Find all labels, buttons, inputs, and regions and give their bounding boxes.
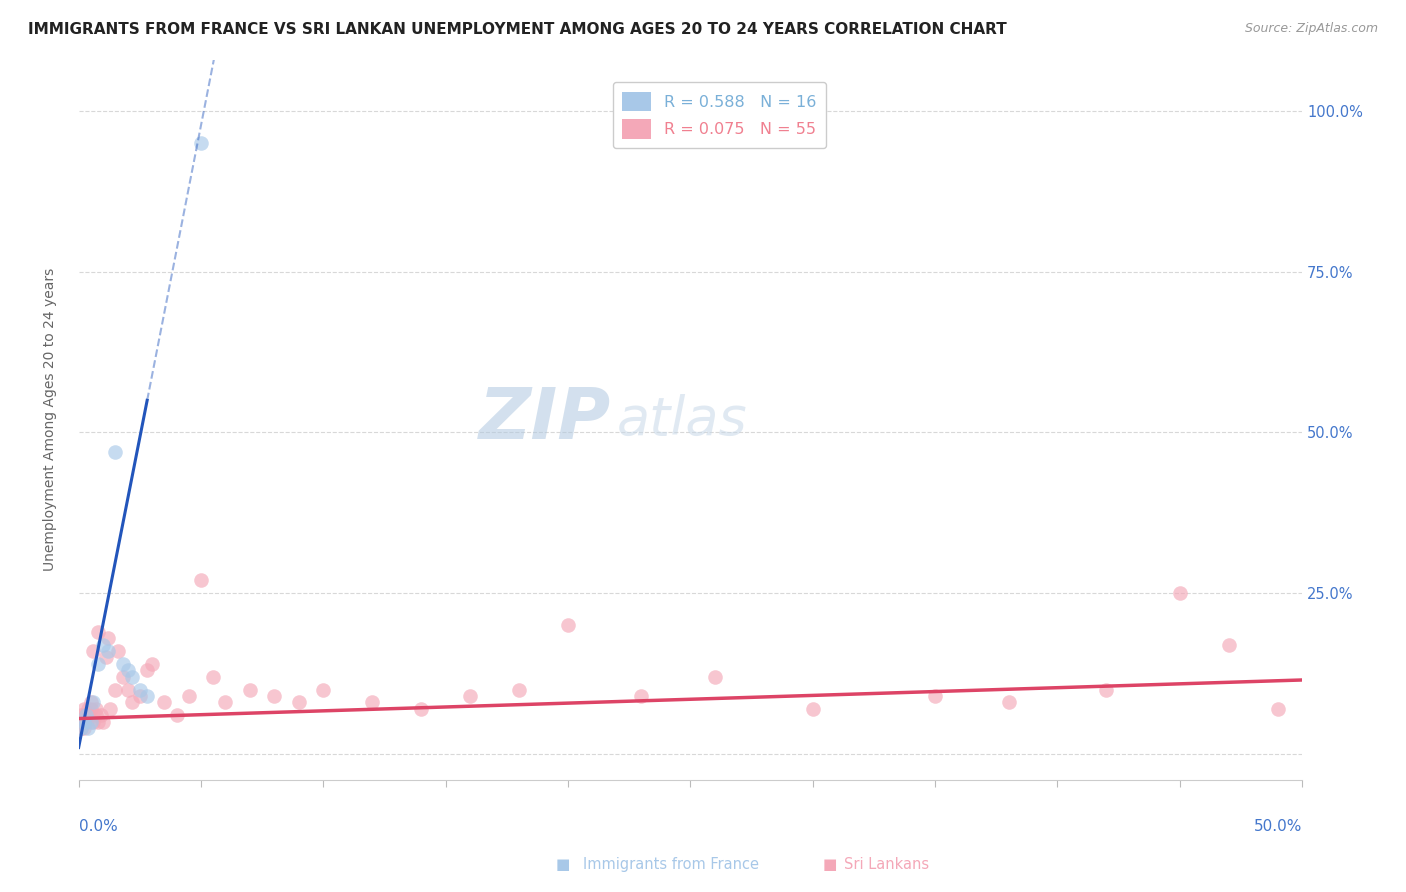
Point <box>117 682 139 697</box>
Point <box>997 696 1019 710</box>
Point <box>70 721 93 735</box>
Point <box>312 682 335 697</box>
Text: IMMIGRANTS FROM FRANCE VS SRI LANKAN UNEMPLOYMENT AMONG AGES 20 TO 24 YEARS CORR: IMMIGRANTS FROM FRANCE VS SRI LANKAN UNE… <box>28 22 1007 37</box>
Point <box>166 708 188 723</box>
Point <box>801 702 824 716</box>
Point <box>361 696 384 710</box>
Point <box>1267 702 1289 716</box>
Point <box>263 689 285 703</box>
Text: Immigrants from France: Immigrants from France <box>583 857 759 872</box>
Point <box>87 624 110 639</box>
Text: atlas: atlas <box>617 393 748 446</box>
Point <box>107 644 129 658</box>
Point <box>177 689 200 703</box>
Point <box>508 682 530 697</box>
Point <box>1168 586 1191 600</box>
Point <box>117 663 139 677</box>
Point <box>97 644 120 658</box>
Text: 50.0%: 50.0% <box>1254 819 1302 834</box>
Point <box>70 714 93 729</box>
Point <box>87 714 110 729</box>
Point <box>75 714 97 729</box>
Point <box>75 708 97 723</box>
Point <box>1218 638 1240 652</box>
Text: ■: ■ <box>555 857 569 872</box>
Point <box>84 708 107 723</box>
Point <box>136 663 159 677</box>
Point <box>104 682 127 697</box>
Point <box>94 650 117 665</box>
Point <box>70 721 93 735</box>
Point <box>80 696 103 710</box>
Point <box>111 657 134 671</box>
Point <box>557 618 579 632</box>
Y-axis label: Unemployment Among Ages 20 to 24 years: Unemployment Among Ages 20 to 24 years <box>44 268 58 571</box>
Point <box>703 670 725 684</box>
Point <box>70 708 93 723</box>
Point <box>84 702 107 716</box>
Point <box>90 708 112 723</box>
Point <box>100 702 122 716</box>
Point <box>141 657 163 671</box>
Text: 0.0%: 0.0% <box>79 819 117 834</box>
Point <box>111 670 134 684</box>
Point <box>1095 682 1118 697</box>
Point <box>288 696 311 710</box>
Text: ■: ■ <box>823 857 837 872</box>
Point <box>128 689 150 703</box>
Text: Source: ZipAtlas.com: Source: ZipAtlas.com <box>1244 22 1378 36</box>
Text: ZIP: ZIP <box>478 385 610 454</box>
Point <box>77 708 100 723</box>
Point <box>239 682 262 697</box>
Point <box>91 714 114 729</box>
Point <box>82 644 104 658</box>
Point <box>87 657 110 671</box>
Point <box>924 689 946 703</box>
Text: Sri Lankans: Sri Lankans <box>844 857 929 872</box>
Point <box>72 702 94 716</box>
Point <box>80 714 103 729</box>
Point <box>190 136 212 151</box>
Point <box>82 714 104 729</box>
Point <box>72 714 94 729</box>
Point <box>190 574 212 588</box>
Point <box>458 689 481 703</box>
Point <box>411 702 433 716</box>
Point <box>202 670 225 684</box>
Point <box>72 721 94 735</box>
Point <box>72 714 94 729</box>
Point <box>97 631 120 645</box>
Point <box>136 689 159 703</box>
Point <box>121 696 143 710</box>
Point <box>82 696 104 710</box>
Point <box>91 638 114 652</box>
Point <box>128 682 150 697</box>
Legend: R = 0.588   N = 16, R = 0.075   N = 55: R = 0.588 N = 16, R = 0.075 N = 55 <box>613 82 825 148</box>
Point <box>153 696 176 710</box>
Point <box>75 708 97 723</box>
Point <box>77 721 100 735</box>
Point <box>77 702 100 716</box>
Point <box>104 444 127 458</box>
Point <box>80 702 103 716</box>
Point <box>630 689 652 703</box>
Point <box>121 670 143 684</box>
Point <box>214 696 236 710</box>
